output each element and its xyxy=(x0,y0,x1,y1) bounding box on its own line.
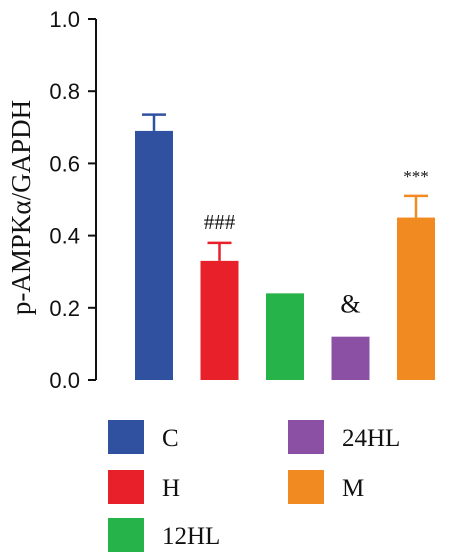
bar-group-12hl xyxy=(266,293,304,380)
legend-item-h: H xyxy=(108,470,180,504)
legend-item-c: C xyxy=(108,420,179,454)
significance-annotation: *** xyxy=(403,167,429,186)
bar-24hl xyxy=(331,336,370,380)
significance-annotation: ### xyxy=(204,210,236,234)
legend-label: M xyxy=(342,475,364,502)
bar-h xyxy=(200,260,239,380)
legend: CH 12HL 24HL M xyxy=(108,420,400,552)
legend-item-24hl: 24HL xyxy=(288,420,400,454)
y-axis-label: p-AMPKα/GAPDH xyxy=(6,100,36,315)
y-tick-label: 0.0 xyxy=(49,368,80,393)
bars: ### & *** xyxy=(135,113,435,380)
legend-label: 24HL xyxy=(342,425,400,452)
legend-swatch xyxy=(288,470,324,504)
axes: 0.0 0.2 0.4 0.6 0.8 1.0 p-AMPKα/GAPDH xyxy=(6,7,97,393)
legend-item-m: M xyxy=(288,470,364,504)
bar-group-m: *** xyxy=(397,167,435,380)
legend-item-12hl: 12HL xyxy=(108,518,220,552)
legend-label: H xyxy=(162,475,180,502)
y-tick-label: 0.6 xyxy=(49,151,80,176)
bar-m xyxy=(397,217,435,380)
bar-group-24hl: & xyxy=(331,290,370,380)
y-tick-label: 1.0 xyxy=(49,7,80,32)
legend-swatch xyxy=(108,420,144,454)
y-tick-label: 0.4 xyxy=(49,224,80,249)
legend-label: C xyxy=(162,425,179,452)
bar-12hl xyxy=(266,293,304,380)
legend-swatch xyxy=(108,470,144,504)
legend-label: 12HL xyxy=(162,523,220,550)
bar-c xyxy=(135,130,173,380)
bar-group-h: ### xyxy=(200,210,239,380)
y-tick-label: 0.2 xyxy=(49,296,80,321)
legend-swatch xyxy=(288,420,324,454)
bar-group-c xyxy=(135,113,173,380)
y-tick-label: 0.8 xyxy=(49,79,80,104)
legend-swatch xyxy=(108,518,144,552)
significance-annotation: & xyxy=(340,290,360,319)
